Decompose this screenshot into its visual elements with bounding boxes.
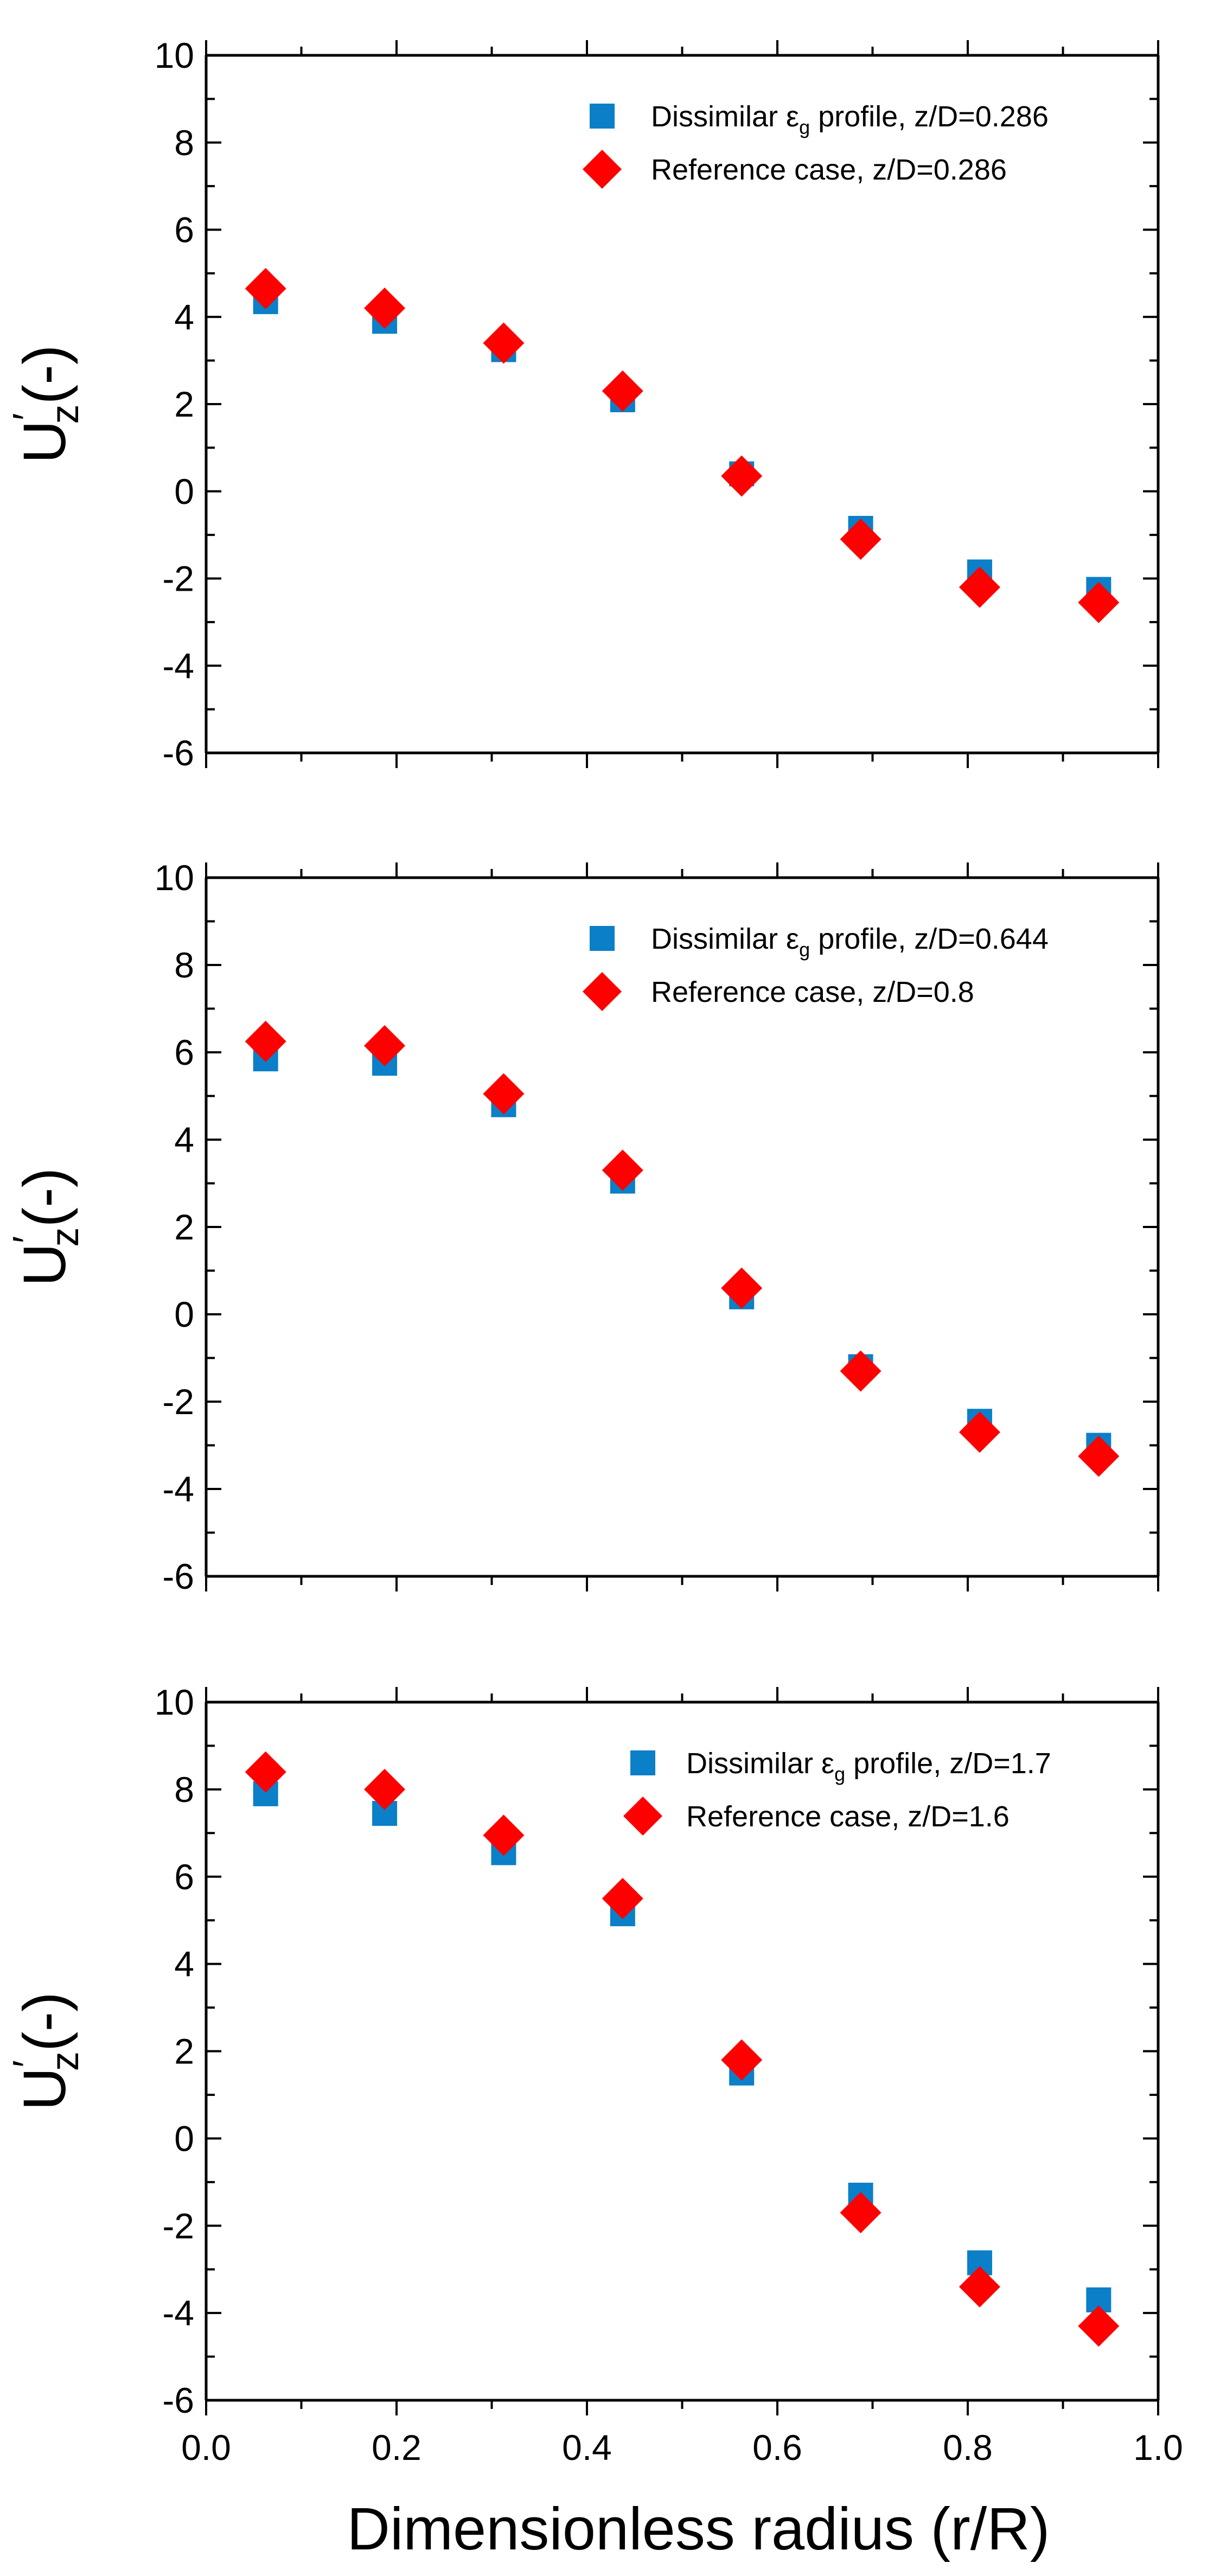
legend-marker-square — [630, 1750, 655, 1775]
data-point-diamond — [1078, 581, 1120, 623]
legend-label: Reference case, z/D=0.8 — [651, 976, 974, 1008]
chart-panel-2: 10 8 6 4 2 0 -2 -4 -6 U′z(-) Dissimilar εg profile… — [5, 858, 1160, 1596]
y-tick-label: 2 — [174, 2031, 194, 2072]
data-point-diamond — [721, 455, 763, 497]
legend-label: Dissimilar εg profile, z/D=0.644 — [651, 923, 1049, 961]
y-tick-label: 6 — [174, 210, 194, 250]
data-point-diamond — [721, 1267, 763, 1309]
y-tick-label: 4 — [174, 1944, 194, 1984]
y-tick-label: -6 — [162, 1556, 194, 1596]
data-point-diamond — [245, 268, 286, 310]
x-tick-label: 0.2 — [372, 2427, 421, 2468]
y-tick-label: 8 — [174, 945, 194, 985]
x-tick-label: 0.4 — [562, 2427, 612, 2468]
legend-marker-diamond — [623, 1797, 662, 1836]
data-point-diamond — [245, 1020, 286, 1062]
data-point-diamond — [959, 566, 1000, 608]
legend-label: Reference case, z/D=0.286 — [651, 154, 1007, 186]
y-axis-title: U′z(-) — [5, 1168, 87, 1287]
data-point-diamond — [364, 1768, 406, 1810]
y-tick-label: 10 — [155, 1682, 194, 1722]
chart-panel-3: 10 8 6 4 2 0 -2 -4 -6 0.0 0.2 0.4 0.6 0.8 1.0 Dimension… — [5, 1682, 1183, 2562]
legend-marker-square — [590, 926, 615, 951]
y-axis-title: U′z(-) — [5, 345, 87, 464]
y-tick-label: 10 — [155, 858, 194, 898]
y-tick-label: -2 — [162, 2206, 194, 2246]
legend-label: Dissimilar εg profile, z/D=0.286 — [651, 100, 1049, 138]
y-tick-label: -4 — [162, 645, 194, 686]
x-tick-label: 0.8 — [943, 2427, 993, 2468]
y-tick-label: 0 — [174, 1294, 194, 1334]
y-tick-label: -4 — [162, 2293, 194, 2333]
y-tick-label: 2 — [174, 384, 194, 424]
legend-label: Reference case, z/D=1.6 — [686, 1800, 1010, 1833]
data-point-diamond — [602, 1149, 643, 1191]
data-point-diamond — [1078, 1435, 1120, 1477]
x-tick-label: 0.6 — [752, 2427, 802, 2468]
data-point-diamond — [840, 519, 882, 560]
y-tick-label: 4 — [174, 1120, 194, 1160]
data-point-diamond — [364, 1025, 406, 1066]
data-point-diamond — [602, 370, 643, 412]
y-tick-label: 8 — [174, 1769, 194, 1810]
y-tick-label: 0 — [174, 2118, 194, 2158]
y-tick-label: 10 — [155, 35, 194, 75]
y-tick-label: -6 — [162, 2380, 194, 2420]
y-tick-label: 2 — [174, 1207, 194, 1247]
legend-marker-diamond — [583, 150, 622, 189]
legend-marker-diamond — [583, 972, 622, 1011]
y-tick-label: -6 — [162, 733, 194, 773]
data-point-diamond — [483, 322, 525, 364]
data-point-diamond — [483, 1073, 525, 1115]
data-point-diamond — [245, 1751, 286, 1793]
data-point-diamond — [959, 2266, 1000, 2307]
data-point-diamond — [1078, 2305, 1120, 2347]
y-tick-label: 8 — [174, 123, 194, 163]
y-tick-label: -2 — [162, 559, 194, 599]
chart-panel-1: 10 8 6 4 2 0 -2 -4 -6 U′z(-) Dissimilar εg profile… — [5, 35, 1160, 773]
y-tick-label: 4 — [174, 297, 194, 337]
legend-marker-square — [590, 104, 615, 129]
y-axis-title: U′z(-) — [5, 1992, 87, 2111]
data-point-diamond — [721, 2039, 763, 2081]
x-axis-title: Dimensionless radius (r/R) — [347, 2496, 1050, 2562]
y-tick-label: -2 — [162, 1382, 194, 1422]
data-point-diamond — [959, 1411, 1000, 1453]
data-point-diamond — [483, 1814, 525, 1856]
data-point-diamond — [602, 1877, 643, 1919]
x-tick-label: 1.0 — [1133, 2427, 1183, 2468]
y-tick-label: 0 — [174, 471, 194, 512]
legend-label: Dissimilar εg profile, z/D=1.7 — [686, 1747, 1051, 1785]
y-tick-label: -4 — [162, 1469, 194, 1509]
y-tick-label: 6 — [174, 1032, 194, 1072]
data-point-diamond — [364, 287, 406, 329]
data-point-diamond — [840, 2192, 882, 2234]
x-tick-label: 0.0 — [181, 2427, 231, 2468]
data-point-diamond — [840, 1350, 882, 1392]
y-tick-label: 6 — [174, 1857, 194, 1897]
